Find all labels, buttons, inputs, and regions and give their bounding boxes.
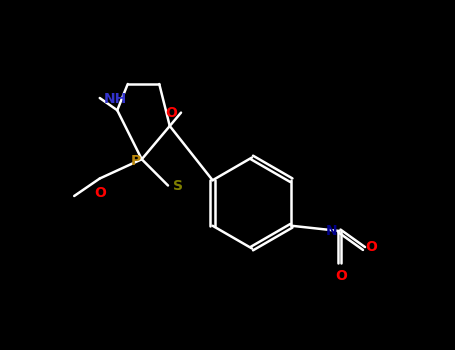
Text: NH: NH	[104, 92, 127, 106]
Text: S: S	[173, 178, 183, 192]
Text: O: O	[166, 106, 177, 120]
Text: N: N	[326, 224, 338, 238]
Text: O: O	[365, 240, 377, 254]
Text: P: P	[130, 154, 141, 168]
Text: O: O	[94, 186, 106, 200]
Text: O: O	[335, 270, 347, 284]
